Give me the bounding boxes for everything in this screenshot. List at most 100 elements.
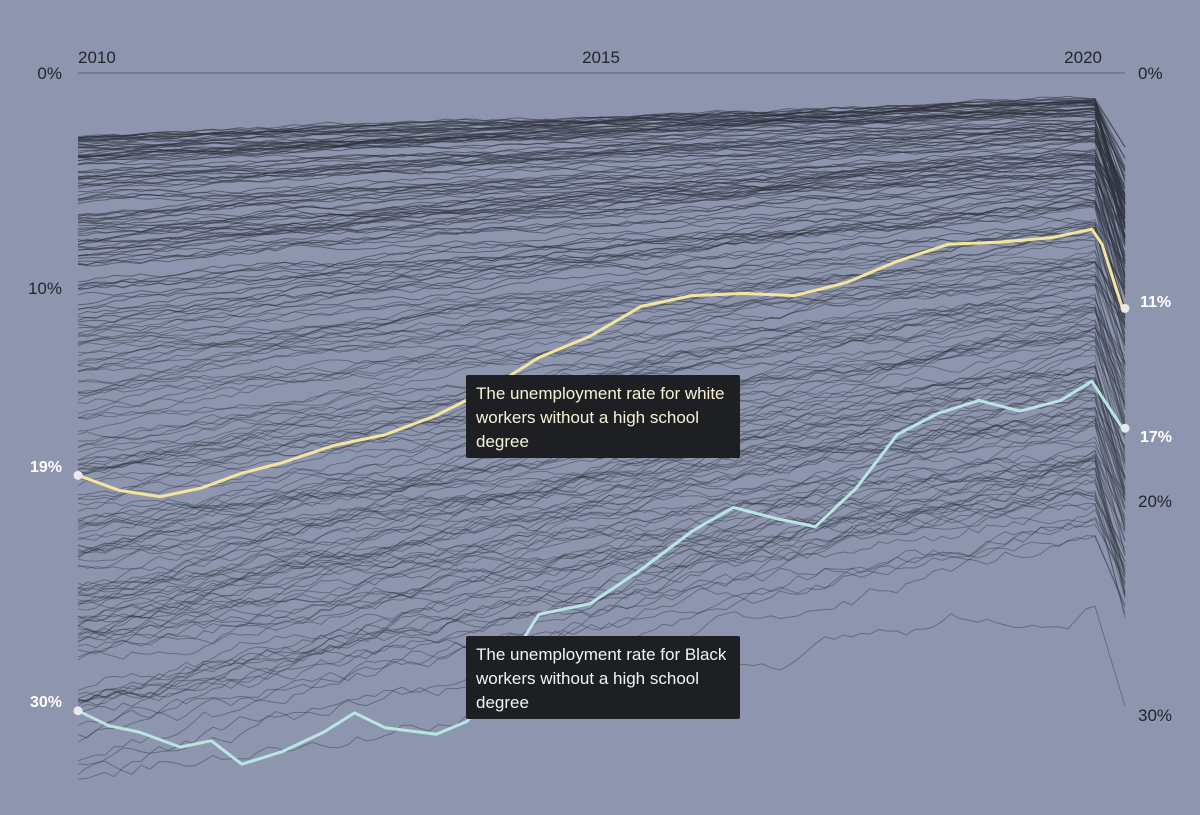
- background-series-line: [77, 135, 1126, 197]
- background-series-line: [77, 393, 1126, 611]
- background-series-line: [77, 407, 1126, 531]
- background-series-line: [77, 110, 1126, 188]
- background-series-line: [77, 238, 1126, 366]
- background-series-line: [77, 440, 1126, 642]
- background-series-line: [77, 304, 1126, 404]
- background-series-line: [77, 261, 1126, 347]
- background-series-line: [77, 479, 1126, 636]
- background-series-line: [77, 502, 1126, 699]
- background-series-line: [77, 200, 1126, 310]
- background-series-line: [77, 467, 1126, 603]
- y-tick-label-right: 0%: [1138, 64, 1163, 83]
- background-series-line: [77, 216, 1126, 283]
- background-series-line: [77, 283, 1126, 354]
- background-series-line: [77, 421, 1126, 701]
- series-start-dot: [73, 470, 83, 480]
- background-series-line: [77, 101, 1126, 225]
- background-series-line: [77, 180, 1126, 289]
- background-series-line: [77, 490, 1126, 634]
- background-series-line: [77, 163, 1126, 251]
- background-series-line: [77, 382, 1126, 593]
- background-series-line: [77, 460, 1126, 619]
- background-series-line: [77, 122, 1126, 236]
- y-tick-label-right: 30%: [1138, 706, 1172, 725]
- background-series-line: [77, 194, 1126, 319]
- background-series-line: [77, 244, 1126, 363]
- background-series-line: [77, 196, 1126, 298]
- background-series-line: [77, 407, 1126, 706]
- background-series-line: [77, 249, 1126, 373]
- background-series-line: [77, 473, 1126, 641]
- background-series-line: [77, 235, 1126, 394]
- background-series-line: [77, 419, 1126, 634]
- series-line-black-workers: [76, 379, 1124, 766]
- end-label-white: 11%: [1140, 294, 1171, 311]
- y-tick-label-right: 20%: [1138, 492, 1172, 511]
- background-series-line: [77, 347, 1126, 605]
- background-series-line: [77, 221, 1126, 369]
- background-series-line: [77, 176, 1126, 243]
- background-series-line: [77, 223, 1126, 321]
- background-series-line: [77, 229, 1126, 344]
- background-series-line: [77, 226, 1126, 328]
- background-series-line: [77, 227, 1126, 366]
- background-series-line: [77, 127, 1126, 243]
- background-series-line: [77, 450, 1126, 715]
- background-series-line: [77, 114, 1126, 181]
- background-series-line: [77, 183, 1126, 311]
- background-series-line: [77, 468, 1126, 726]
- background-series-line: [77, 274, 1126, 466]
- background-series-line: [77, 453, 1126, 623]
- x-tick-label: 2020: [1064, 48, 1102, 67]
- background-series-line: [77, 135, 1126, 227]
- background-series-line: [78, 201, 1126, 274]
- background-series-line: [77, 490, 1126, 775]
- background-series-line: [77, 148, 1126, 247]
- background-series-line: [77, 390, 1126, 592]
- series-start-dot: [73, 706, 83, 716]
- background-series-line: [77, 250, 1126, 415]
- background-series-line: [77, 376, 1126, 562]
- background-series-line: [77, 419, 1126, 550]
- background-series-line: [77, 152, 1126, 264]
- background-series-line: [77, 523, 1126, 703]
- background-series-line: [77, 354, 1126, 587]
- x-tick-label: 2015: [582, 48, 620, 67]
- background-series-line: [77, 269, 1126, 357]
- background-series-line: [77, 535, 1126, 699]
- background-series-line: [77, 458, 1126, 661]
- background-series-line: [77, 389, 1126, 550]
- background-series-line: [77, 127, 1126, 194]
- start-label-white: 19%: [30, 459, 62, 476]
- background-series-line: [77, 455, 1126, 595]
- background-series-line: [77, 109, 1126, 207]
- background-series-line: [77, 261, 1126, 374]
- background-series-line: [77, 492, 1126, 691]
- background-series-line: [77, 256, 1126, 343]
- background-series-line: [77, 173, 1126, 259]
- background-series-line: [77, 457, 1126, 597]
- background-series-line: [77, 397, 1126, 590]
- background-series-group: [77, 95, 1126, 780]
- background-series-line: [77, 261, 1126, 363]
- background-series-line: [77, 120, 1126, 237]
- background-series-line: [77, 275, 1126, 384]
- background-series-line: [77, 457, 1126, 641]
- background-series-line: [77, 449, 1126, 643]
- x-tick-label: 2010: [78, 48, 116, 67]
- background-series-line: [77, 101, 1126, 182]
- background-series-line: [77, 170, 1126, 272]
- background-series-line: [77, 273, 1126, 419]
- series-end-dot: [1120, 303, 1130, 313]
- background-series-line: [77, 415, 1126, 520]
- background-series-line: [77, 202, 1126, 338]
- background-series-line: [77, 296, 1126, 420]
- annotation-black-workers: The unemployment rate for Black workers …: [466, 636, 740, 719]
- background-series-line: [77, 398, 1126, 655]
- background-series-line: [77, 457, 1126, 762]
- series-end-dot: [1120, 423, 1130, 433]
- background-series-line: [77, 180, 1126, 267]
- y-tick-label-left: 10%: [28, 279, 62, 298]
- background-series-line: [77, 397, 1126, 626]
